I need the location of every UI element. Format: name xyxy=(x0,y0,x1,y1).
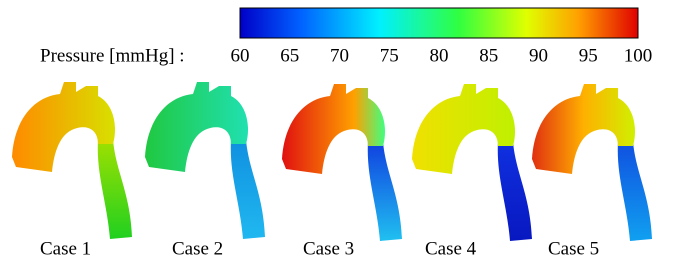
case-label: Case 5 xyxy=(548,238,599,259)
colorbar-tick-label: 100 xyxy=(624,45,653,66)
colorbar-label: Pressure [mmHg] : xyxy=(40,45,185,66)
colorbar-tick-label: 65 xyxy=(280,45,299,66)
case-label: Case 3 xyxy=(303,238,354,259)
colorbar-tick-label: 95 xyxy=(579,45,598,66)
aorta xyxy=(532,84,652,241)
colorbar-tick-label: 85 xyxy=(479,45,498,66)
aorta xyxy=(282,84,402,241)
figure: Pressure [mmHg] : Case 1 Case 2 Case 3 C… xyxy=(0,0,678,263)
colorbar xyxy=(240,8,638,38)
colorbar-tick-label: 75 xyxy=(380,45,399,66)
colorbar-tick-label: 90 xyxy=(529,45,548,66)
colorbar-tick-label: 60 xyxy=(231,45,250,66)
aorta xyxy=(145,82,265,239)
aorta xyxy=(412,84,532,241)
colorbar-tick-label: 80 xyxy=(430,45,449,66)
case-label: Case 4 xyxy=(425,238,477,259)
colorbar-tick-label: 70 xyxy=(330,45,349,66)
aorta xyxy=(12,82,132,239)
case-label: Case 1 xyxy=(40,238,91,259)
case-label: Case 2 xyxy=(172,238,223,259)
